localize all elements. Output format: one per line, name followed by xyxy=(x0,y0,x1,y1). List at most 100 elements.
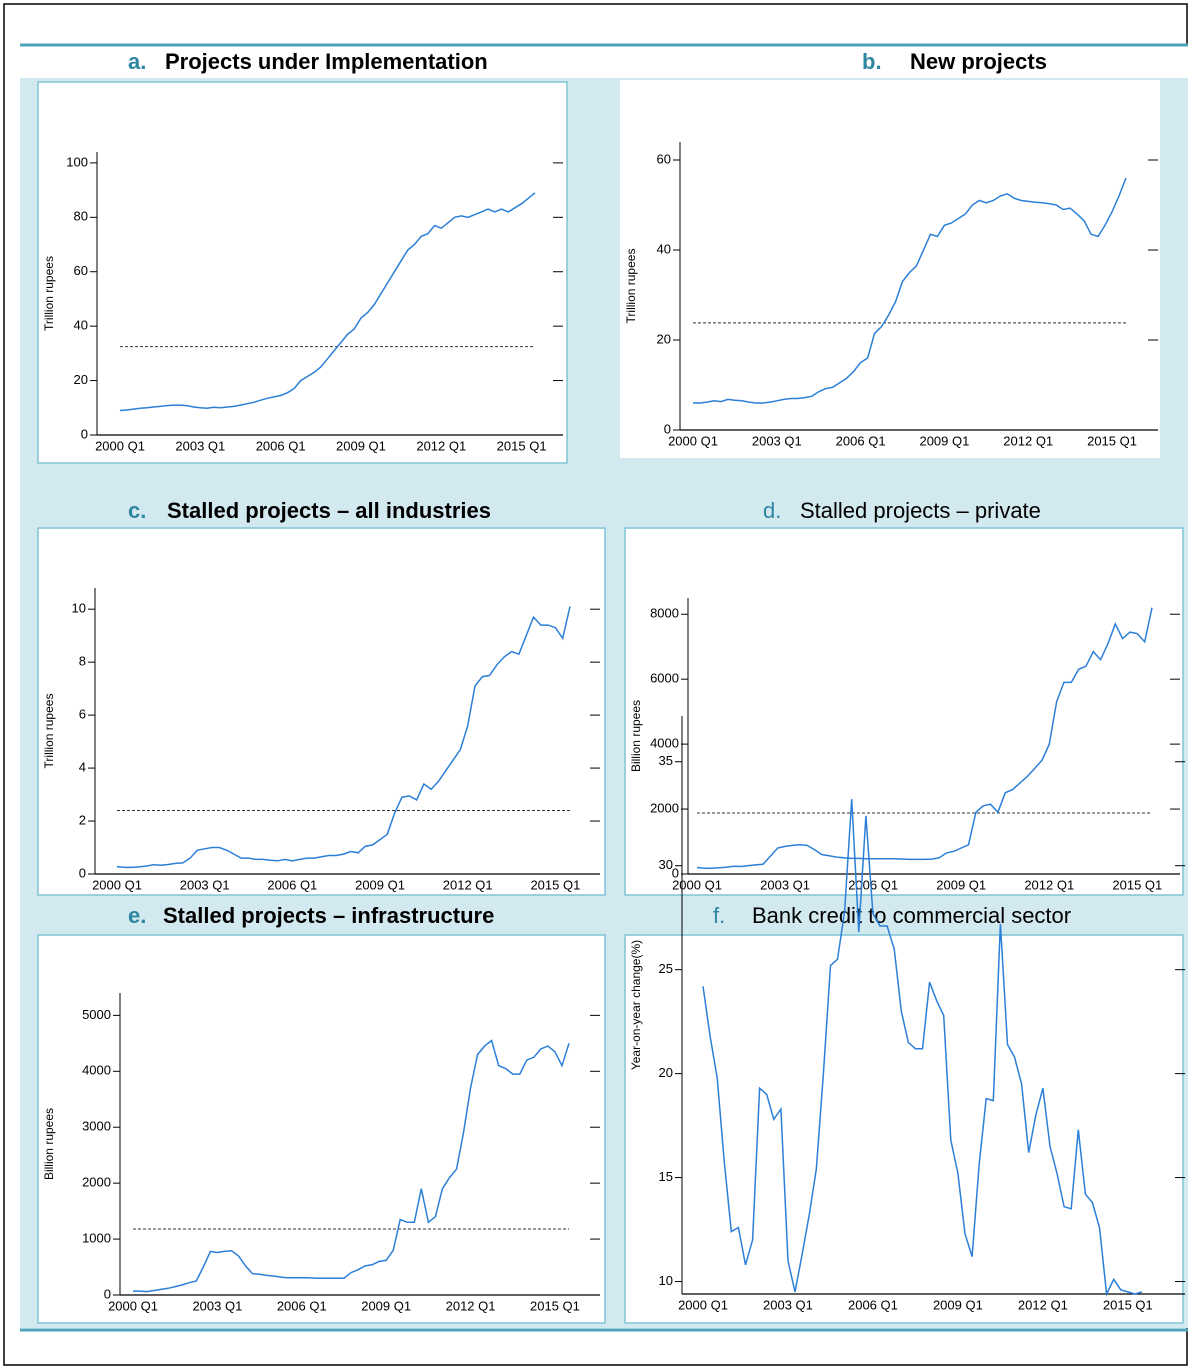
y-tick-label: 25 xyxy=(659,961,673,976)
x-tick-label: 2012 Q1 xyxy=(1003,433,1053,448)
x-tick-label: 2000 Q1 xyxy=(678,1297,728,1312)
y-tick-label: 30 xyxy=(659,857,673,872)
x-tick-label: 2003 Q1 xyxy=(180,877,230,892)
data-line xyxy=(702,799,1143,1297)
y-tick-label: 6 xyxy=(79,707,86,722)
x-tick-label: 2012 Q1 xyxy=(446,1298,496,1313)
chart-title: New projects xyxy=(910,49,1047,74)
x-tick-label: 2000 Q1 xyxy=(672,877,722,892)
y-tick-label: 35 xyxy=(659,753,673,768)
x-tick-label: 2015 Q1 xyxy=(1087,433,1137,448)
x-tick-label: 2009 Q1 xyxy=(355,877,405,892)
y-tick-label: 0 xyxy=(104,1286,111,1301)
x-tick-label: 2006 Q1 xyxy=(836,433,886,448)
x-tick-label: 2009 Q1 xyxy=(361,1298,411,1313)
chart-box xyxy=(624,934,1184,1324)
y-axis-label: Trillion rupees xyxy=(42,694,56,769)
chart-title: Stalled projects – private xyxy=(800,498,1041,523)
y-axis-label: Billion rupees xyxy=(42,1108,56,1180)
chart-box xyxy=(37,81,568,464)
y-tick-label: 0 xyxy=(672,865,679,880)
header-row xyxy=(20,46,1188,78)
y-tick-label: 0 xyxy=(79,865,86,880)
y-tick-label: 10 xyxy=(659,1273,673,1288)
x-tick-label: 2000 Q1 xyxy=(668,433,718,448)
chart-title: Stalled projects – infrastructure xyxy=(163,903,494,928)
panel-label: e. xyxy=(128,903,146,928)
y-tick-label: 40 xyxy=(657,241,671,256)
x-tick-label: 2012 Q1 xyxy=(443,877,493,892)
y-tick-label: 4 xyxy=(79,760,86,775)
data-line xyxy=(116,606,571,869)
x-tick-label: 2015 Q1 xyxy=(530,1298,580,1313)
y-tick-label: 60 xyxy=(657,151,671,166)
y-tick-label: 1000 xyxy=(82,1231,111,1246)
panel-label: c. xyxy=(128,498,146,523)
y-tick-label: 60 xyxy=(74,263,88,278)
x-tick-label: 2003 Q1 xyxy=(752,433,802,448)
x-tick-label: 2009 Q1 xyxy=(919,433,969,448)
x-tick-label: 2012 Q1 xyxy=(1024,877,1074,892)
y-tick-label: 15 xyxy=(659,1169,673,1184)
x-tick-label: 2015 Q1 xyxy=(1103,1297,1153,1312)
x-tick-label: 2009 Q1 xyxy=(936,877,986,892)
y-tick-label: 4000 xyxy=(650,736,679,751)
y-axis-label: Billion rupees xyxy=(629,700,643,772)
x-tick-label: 2006 Q1 xyxy=(848,1297,898,1312)
chart-title: Bank credit to commercial sector xyxy=(752,903,1071,928)
y-axis-label: Year-on-year change(%) xyxy=(629,940,643,1070)
y-tick-label: 0 xyxy=(81,426,88,441)
y-tick-label: 0 xyxy=(664,421,671,436)
data-line xyxy=(119,192,536,412)
y-tick-label: 8 xyxy=(79,654,86,669)
y-tick-label: 4000 xyxy=(82,1063,111,1078)
chart-box xyxy=(620,80,1160,458)
y-tick-label: 80 xyxy=(74,209,88,224)
x-tick-label: 2003 Q1 xyxy=(763,1297,813,1312)
x-tick-label: 2000 Q1 xyxy=(95,438,145,453)
x-tick-label: 2006 Q1 xyxy=(848,877,898,892)
panel-label: d. xyxy=(763,498,781,523)
x-tick-label: 2003 Q1 xyxy=(192,1298,242,1313)
x-tick-label: 2015 Q1 xyxy=(497,438,547,453)
y-axis-label: Trillion rupees xyxy=(624,249,638,324)
x-tick-label: 2000 Q1 xyxy=(108,1298,158,1313)
x-tick-label: 2000 Q1 xyxy=(92,877,142,892)
y-axis-label: Trillion rupees xyxy=(42,256,56,331)
y-tick-label: 2000 xyxy=(82,1175,111,1190)
chart-box xyxy=(624,527,1184,896)
x-tick-label: 2006 Q1 xyxy=(277,1298,327,1313)
y-tick-label: 20 xyxy=(657,331,671,346)
chart-title: Stalled projects – all industries xyxy=(167,498,491,523)
x-tick-label: 2012 Q1 xyxy=(416,438,466,453)
panel-label: f. xyxy=(713,903,725,928)
x-tick-label: 2006 Q1 xyxy=(256,438,306,453)
panel-label: b. xyxy=(862,49,882,74)
x-tick-label: 2009 Q1 xyxy=(933,1297,983,1312)
x-tick-label: 2006 Q1 xyxy=(267,877,317,892)
y-tick-label: 20 xyxy=(74,372,88,387)
x-tick-label: 2003 Q1 xyxy=(175,438,225,453)
x-tick-label: 2012 Q1 xyxy=(1018,1297,1068,1312)
y-tick-label: 8000 xyxy=(650,606,679,621)
panel-label: a. xyxy=(128,49,146,74)
data-line xyxy=(133,1039,570,1293)
y-tick-label: 40 xyxy=(74,318,88,333)
y-tick-label: 2000 xyxy=(650,800,679,815)
x-tick-label: 2003 Q1 xyxy=(760,877,810,892)
y-tick-label: 5000 xyxy=(82,1007,111,1022)
x-tick-label: 2015 Q1 xyxy=(1112,877,1162,892)
y-tick-label: 6000 xyxy=(650,671,679,686)
data-line xyxy=(696,607,1153,869)
data-line xyxy=(693,177,1127,404)
x-tick-label: 2015 Q1 xyxy=(530,877,580,892)
x-tick-label: 2009 Q1 xyxy=(336,438,386,453)
chart-box xyxy=(37,934,606,1324)
y-tick-label: 2 xyxy=(79,812,86,827)
y-tick-label: 20 xyxy=(659,1065,673,1080)
y-tick-label: 10 xyxy=(72,601,86,616)
chart-box xyxy=(37,527,606,896)
y-tick-label: 100 xyxy=(66,154,88,169)
y-tick-label: 3000 xyxy=(82,1119,111,1134)
